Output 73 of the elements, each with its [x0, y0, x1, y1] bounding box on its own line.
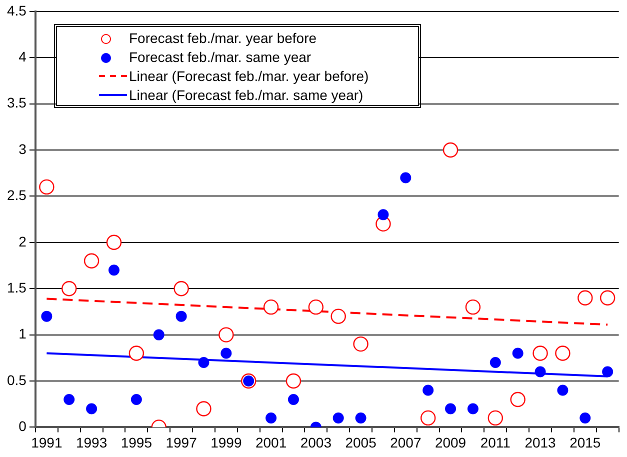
point — [62, 281, 77, 296]
point — [153, 329, 164, 340]
point — [198, 357, 210, 368]
point — [106, 234, 122, 250]
y-tick-label: 0.5 — [6, 372, 27, 388]
point — [534, 366, 546, 378]
point — [108, 264, 120, 276]
x-tick-label: 2011 — [480, 434, 511, 450]
point — [490, 357, 501, 368]
legend-label: Forecast feb./mar. same year — [129, 48, 312, 64]
x-tick-label: 2003 — [300, 434, 332, 450]
point — [84, 253, 100, 268]
point — [378, 209, 389, 220]
point — [465, 299, 481, 315]
point — [64, 394, 75, 405]
point — [467, 403, 478, 414]
y-tick-label: 3 — [18, 140, 27, 157]
point — [600, 290, 616, 306]
y-tick-label: 3.5 — [6, 94, 27, 111]
x-tick-label: 2015 — [570, 434, 601, 450]
point — [130, 394, 142, 405]
x-tick-label: 2007 — [390, 434, 422, 450]
point — [220, 348, 232, 359]
point — [555, 346, 570, 361]
x-tick-label: 2009 — [434, 434, 466, 450]
y-tick-label: 1 — [18, 326, 27, 342]
x-tick-label: 1995 — [120, 434, 152, 450]
point — [266, 412, 277, 424]
point — [286, 373, 302, 389]
point — [128, 346, 144, 361]
point — [422, 384, 434, 396]
point — [39, 179, 54, 195]
point — [400, 172, 412, 184]
point — [86, 403, 98, 414]
point — [445, 403, 456, 414]
point — [330, 308, 346, 324]
y-tick-label: 4.5 — [6, 2, 27, 18]
y-tick-label: 1.5 — [6, 279, 27, 296]
x-tick-label: 2013 — [524, 434, 556, 450]
point — [512, 348, 524, 359]
legend-label: Linear (Forecast feb./mar. same year) — [129, 86, 364, 102]
point — [288, 394, 299, 405]
x-tick-label: 2005 — [345, 434, 377, 450]
y-tick-label: 2.5 — [6, 187, 27, 204]
point — [580, 412, 591, 424]
point — [532, 346, 548, 361]
point — [355, 412, 366, 424]
point — [263, 299, 279, 315]
legend-label: Linear (Forecast feb./mar. year before) — [129, 68, 369, 84]
point — [510, 392, 526, 408]
point — [332, 412, 344, 424]
point — [174, 281, 189, 296]
x-tick-label: 2001 — [255, 434, 287, 450]
point — [218, 327, 234, 342]
point — [557, 384, 568, 396]
y-tick-label: 0 — [18, 418, 27, 434]
point — [420, 410, 436, 426]
point — [308, 299, 324, 315]
point — [176, 310, 187, 322]
point — [196, 401, 212, 416]
y-tick-label: 4 — [18, 48, 27, 64]
x-tick-label: 1991 — [31, 434, 62, 450]
point — [488, 410, 503, 426]
x-tick-label: 1993 — [76, 434, 108, 450]
x-tick-label: 1997 — [166, 434, 198, 450]
x-tick-label: 1999 — [210, 434, 242, 450]
point — [41, 310, 52, 322]
point — [353, 336, 368, 352]
legend-label: Forecast feb./mar. year before — [129, 30, 317, 46]
y-tick-label: 2 — [18, 233, 27, 250]
point — [602, 366, 614, 378]
point — [442, 142, 458, 158]
point — [578, 290, 593, 306]
